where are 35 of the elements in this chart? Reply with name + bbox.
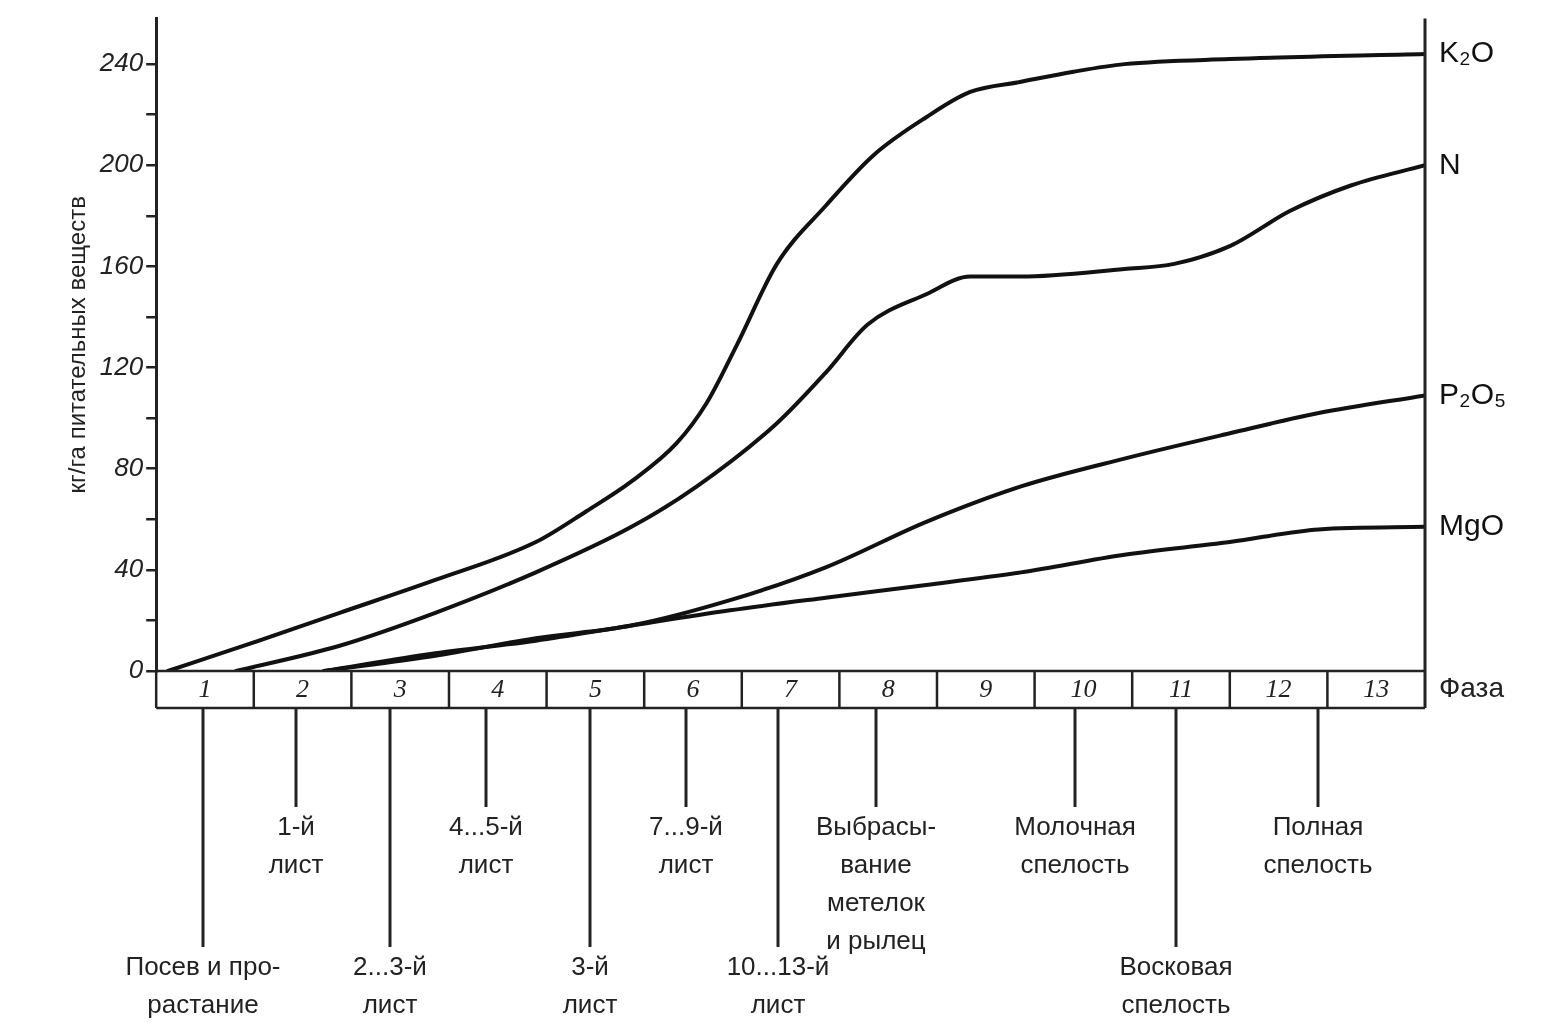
- text: 4...5-й лист: [449, 811, 523, 880]
- y-tick-label: 40: [114, 553, 144, 584]
- text: 3-й лист: [562, 951, 618, 1020]
- y-tick-label: 160: [99, 249, 144, 280]
- y-tick-label: 200: [98, 148, 144, 179]
- y-tick-label: 0: [128, 654, 144, 685]
- text: 1-й лист: [268, 811, 324, 880]
- text: Посев и про- растание: [125, 951, 281, 1020]
- x-tick-label: 6: [686, 674, 700, 704]
- series-label: P₂O₅: [1439, 376, 1507, 410]
- series-label: N: [1439, 146, 1461, 180]
- y-tick-label: 80: [114, 451, 144, 482]
- text: 2...3-й лист: [353, 951, 427, 1020]
- series-label: K₂O: [1439, 35, 1494, 69]
- x-tick-label: 9: [979, 674, 993, 704]
- x-tick-label: 10: [1070, 674, 1097, 704]
- x-tick-label: 8: [881, 674, 895, 704]
- series-label: MgO: [1439, 508, 1505, 542]
- text: Восковая спелость: [1119, 951, 1233, 1020]
- x-tick-label: 7: [784, 674, 799, 704]
- x-tick-label: 13: [1363, 674, 1390, 704]
- x-tick-label: 1: [198, 674, 212, 704]
- y-tick-label: 120: [99, 350, 144, 381]
- x-axis-title: Фаза: [1439, 672, 1505, 704]
- x-tick-label: 5: [588, 674, 602, 704]
- text: Полная спелость: [1263, 811, 1373, 880]
- y-axis-title: кг/га питательных веществ: [63, 196, 91, 494]
- x-tick-label: 3: [392, 674, 407, 704]
- text: 7...9-й лист: [649, 811, 723, 880]
- y-tick-label: 240: [98, 47, 144, 78]
- x-tick-label: 4: [491, 674, 505, 704]
- x-tick-label: 2: [296, 674, 310, 704]
- x-tick-label: 12: [1265, 674, 1292, 704]
- text: Молочная спелость: [1014, 811, 1136, 880]
- x-tick-label: 11: [1168, 674, 1194, 704]
